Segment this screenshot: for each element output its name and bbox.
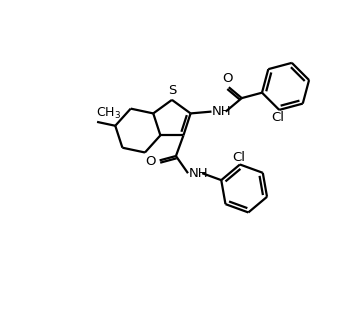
Text: O: O	[146, 155, 156, 168]
Text: O: O	[222, 72, 232, 85]
Text: Cl: Cl	[271, 111, 284, 124]
Text: CH$_3$: CH$_3$	[96, 106, 121, 121]
Text: S: S	[169, 85, 177, 97]
Text: NH: NH	[212, 105, 232, 118]
Text: NH: NH	[189, 167, 208, 180]
Text: Cl: Cl	[232, 151, 245, 164]
